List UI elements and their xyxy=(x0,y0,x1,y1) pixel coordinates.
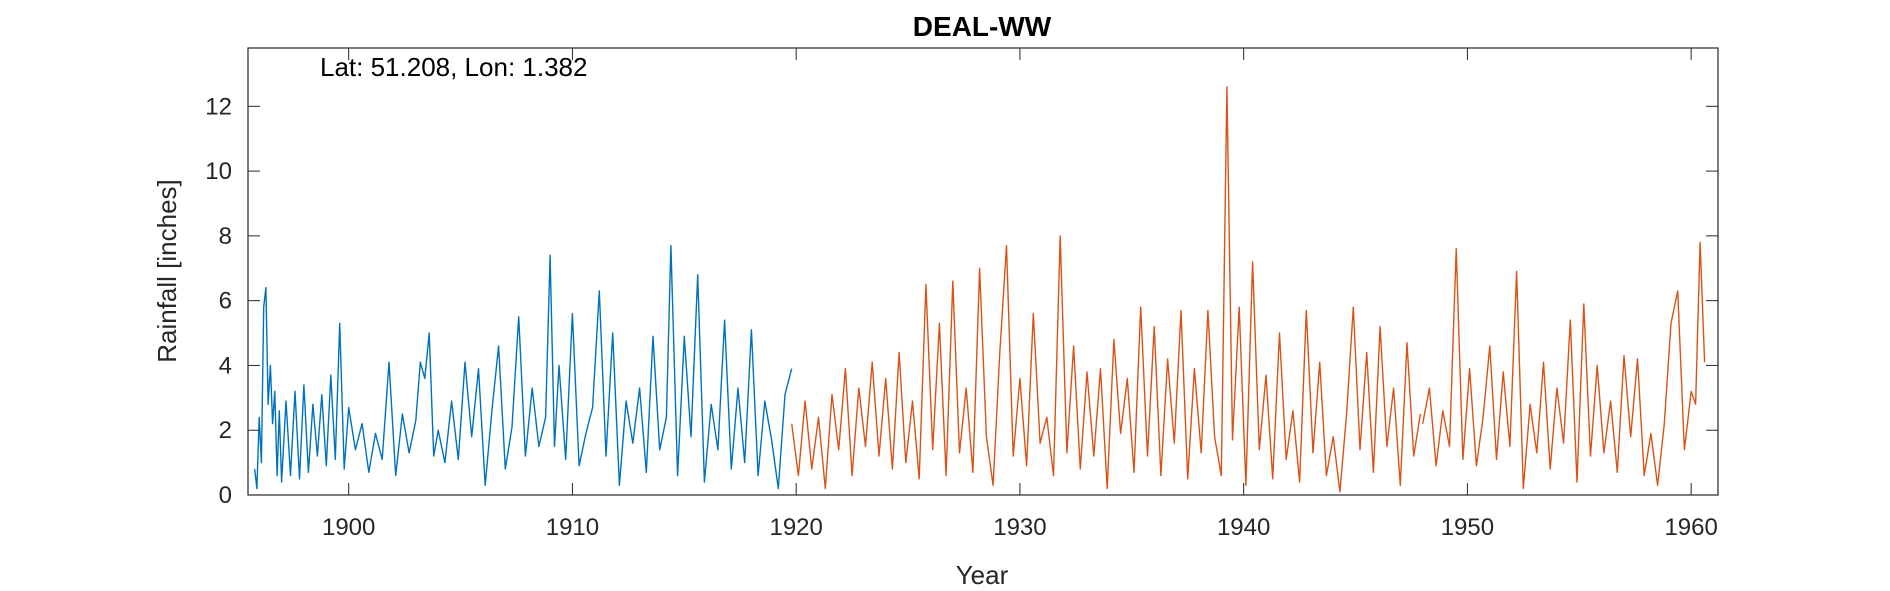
series-line-1 xyxy=(254,244,793,490)
x-tick-label: 1940 xyxy=(1217,514,1270,541)
x-axis-label: Year xyxy=(956,560,1009,590)
y-tick-label: 2 xyxy=(219,417,232,444)
x-axis-ticks: 1900 1910 1920 1930 1940 1950 1960 xyxy=(322,48,1718,541)
plot-area xyxy=(247,47,1719,496)
y-tick-label: 6 xyxy=(219,288,232,315)
x-tick-label: 1950 xyxy=(1441,514,1494,541)
y-axis-ticks: 0 2 4 6 8 10 12 xyxy=(205,93,1718,509)
x-tick-label: 1900 xyxy=(322,514,375,541)
y-tick-label: 10 xyxy=(205,158,232,185)
x-tick-label: 1930 xyxy=(993,514,1046,541)
x-tick-label: 1920 xyxy=(769,514,822,541)
y-tick-label: 12 xyxy=(205,93,232,120)
location-annotation: Lat: 51.208, Lon: 1.382 xyxy=(320,52,587,82)
y-tick-label: 8 xyxy=(219,223,232,250)
series-layer xyxy=(254,86,1706,493)
x-tick-label: 1910 xyxy=(546,514,599,541)
chart-title: DEAL-WW xyxy=(913,11,1052,42)
y-tick-label: 4 xyxy=(219,352,232,379)
x-tick-label: 1960 xyxy=(1664,514,1717,541)
series-line-2 xyxy=(791,86,1422,493)
y-axis-label: Rainfall [inches] xyxy=(152,179,182,363)
series-line-3 xyxy=(1422,241,1706,490)
y-tick-label: 0 xyxy=(219,482,232,509)
